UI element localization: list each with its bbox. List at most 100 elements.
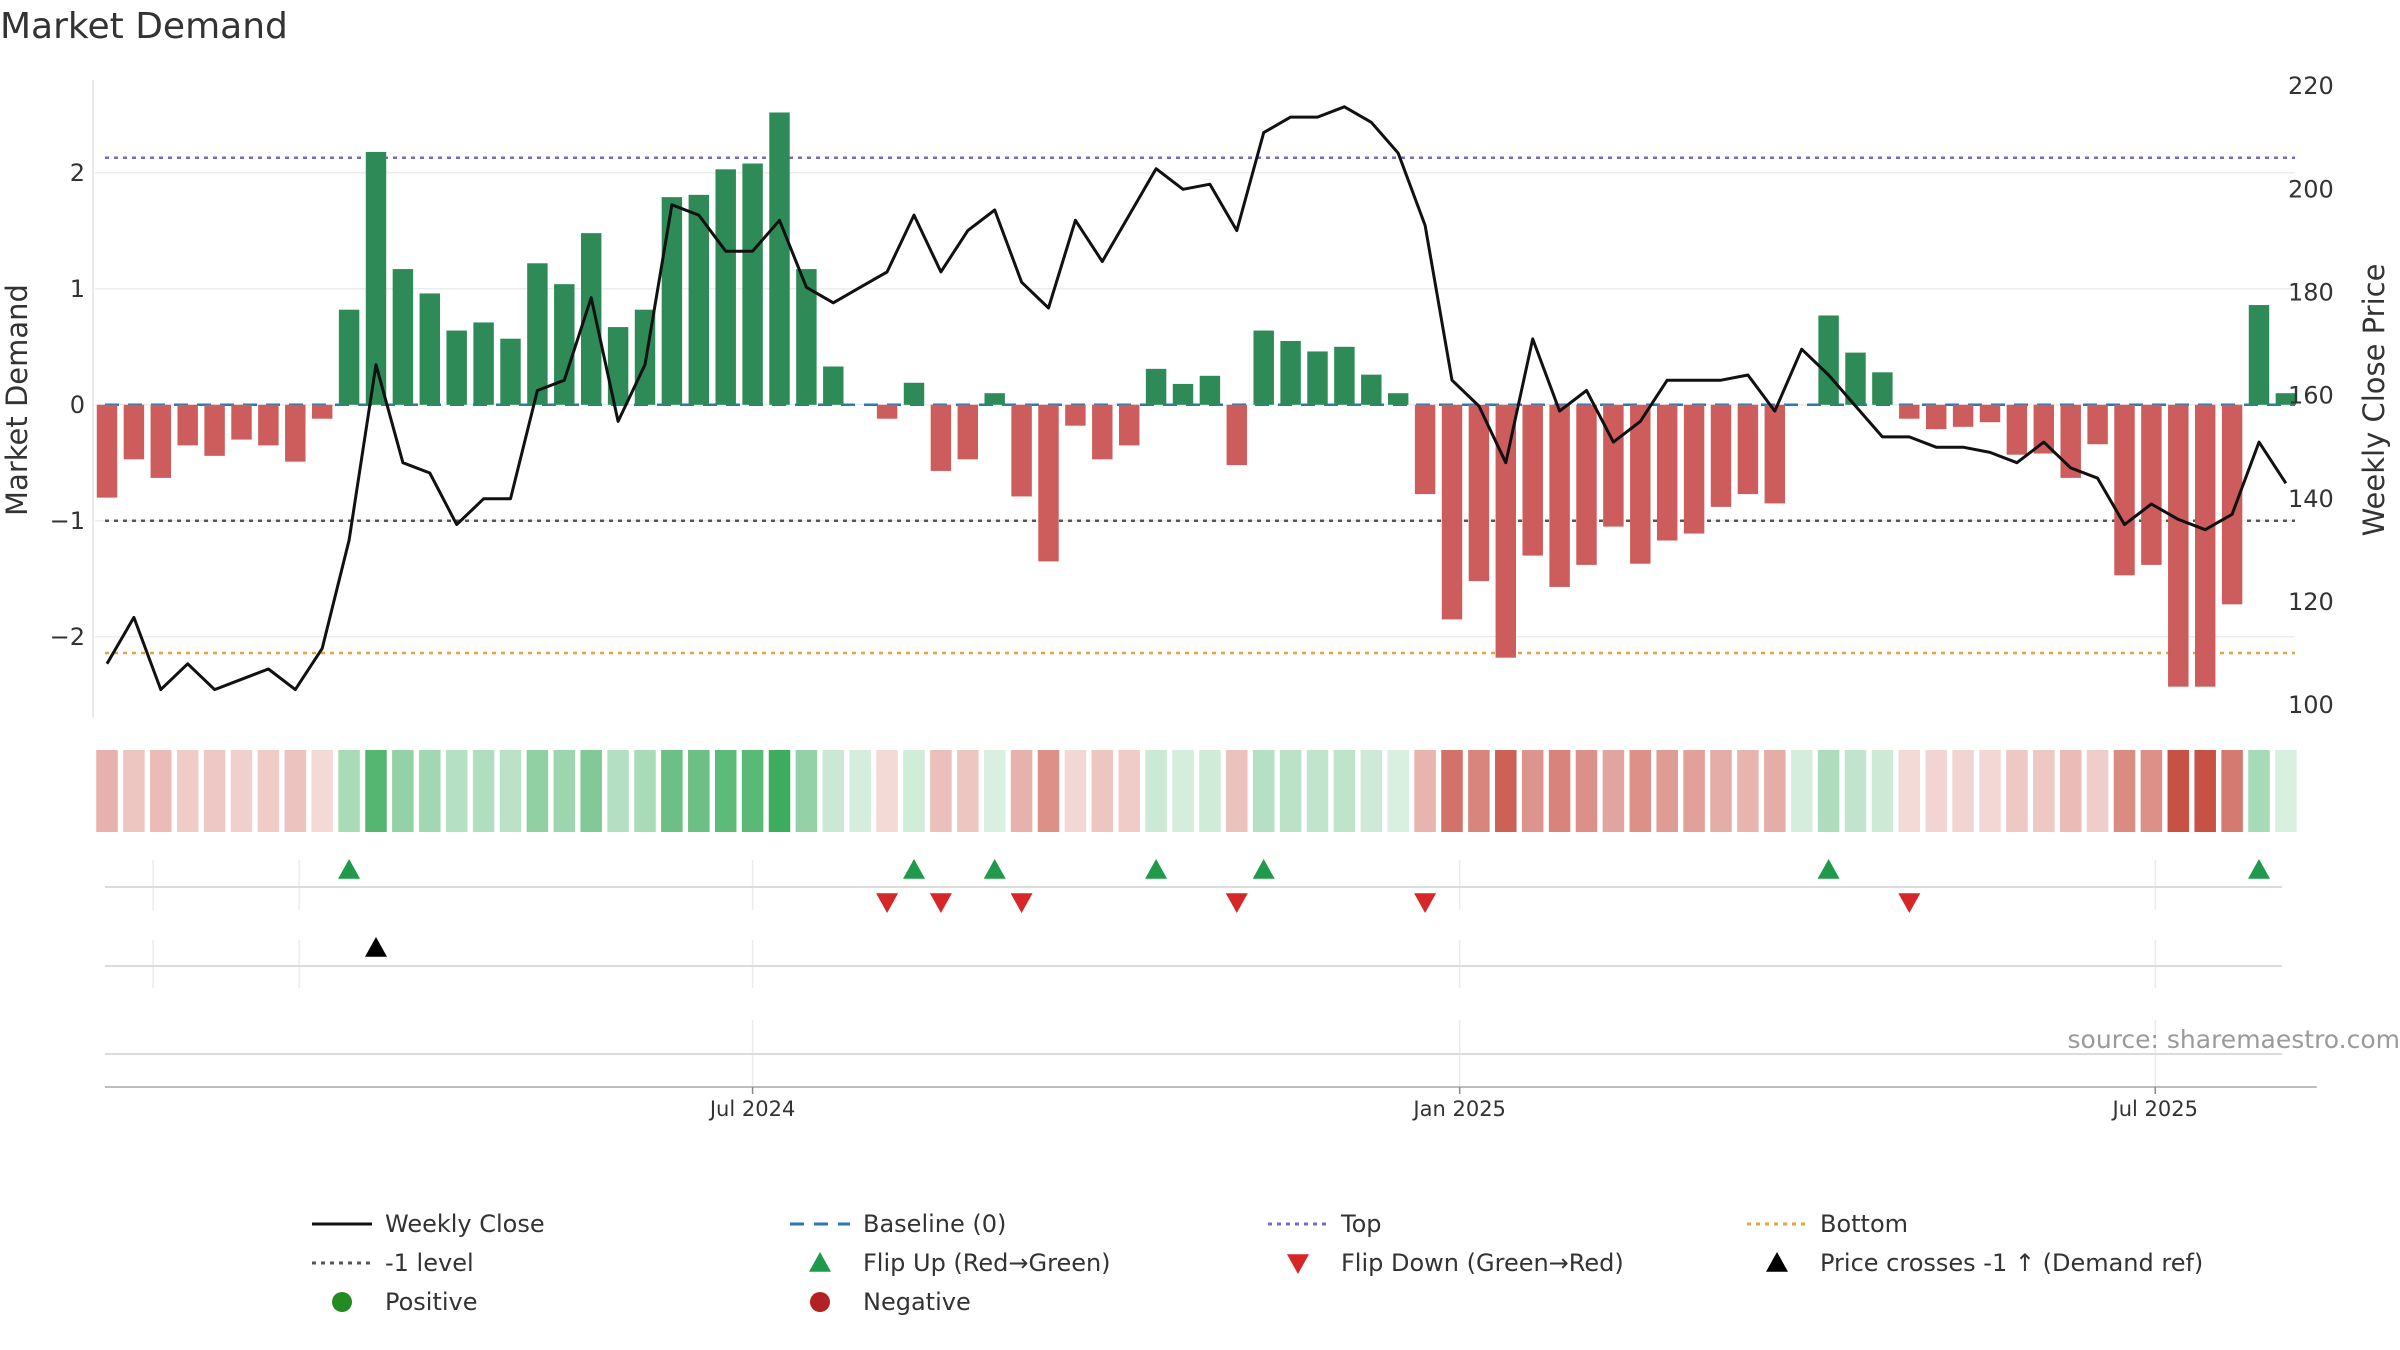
legend-swatch-triangle bbox=[1287, 1254, 1309, 1274]
flip-down-marker bbox=[1010, 893, 1033, 913]
demand-bar-positive bbox=[823, 366, 844, 405]
demand-bar-positive bbox=[1818, 315, 1839, 405]
demand-bar-negative bbox=[1576, 404, 1597, 565]
demand-bar-positive bbox=[1387, 393, 1409, 405]
heat-cell-negative bbox=[1414, 750, 1436, 832]
heat-cell-positive bbox=[1817, 750, 1840, 832]
heat-cell-positive bbox=[688, 750, 710, 832]
flip-down-marker bbox=[1898, 893, 1921, 913]
heat-cell-negative bbox=[2113, 750, 2136, 832]
demand-bar-negative bbox=[1603, 404, 1624, 527]
demand-bar-negative bbox=[1764, 404, 1786, 504]
demand-bar-positive bbox=[984, 393, 1005, 405]
demand-bar-negative bbox=[1683, 404, 1705, 534]
legend-label: Baseline (0) bbox=[863, 1210, 1006, 1238]
axes: 2 1 0 −1 −2 220 200 180 160 140 120 100 bbox=[50, 72, 2334, 719]
demand-bar-negative bbox=[2168, 404, 2189, 687]
legend-item: Weekly Close bbox=[312, 1210, 545, 1238]
demand-bar-negative bbox=[2006, 404, 2028, 455]
heat-cell-negative bbox=[1629, 750, 1652, 832]
demand-bar-negative bbox=[1522, 404, 1543, 556]
legend-item: Positive bbox=[332, 1288, 478, 1316]
heat-cell-positive bbox=[1172, 750, 1194, 832]
legend-label: Top bbox=[1340, 1210, 1382, 1238]
legend-item: Baseline (0) bbox=[790, 1210, 1006, 1238]
y2-tick-label: 160 bbox=[2288, 382, 2334, 410]
legend-item: Price crosses -1 ↑ (Demand ref) bbox=[1766, 1249, 2203, 1277]
heat-cell-negative bbox=[1495, 750, 1517, 832]
heat-cell-positive bbox=[2248, 750, 2270, 832]
demand-bar-negative bbox=[1656, 404, 1678, 541]
x-tick-label: Jan 2025 bbox=[1411, 1097, 1506, 1121]
demand-bar-positive bbox=[2275, 393, 2297, 405]
weekly-close-line bbox=[105, 105, 2288, 692]
flip-markers-panel bbox=[105, 859, 2282, 913]
y2-tick-label: 120 bbox=[2288, 588, 2334, 616]
heat-cell-negative bbox=[2221, 750, 2243, 832]
heat-cell-positive bbox=[1387, 750, 1409, 832]
demand-bar-negative bbox=[1226, 404, 1248, 466]
price-cross-marker bbox=[365, 937, 387, 957]
demand-bar-negative bbox=[2114, 404, 2135, 576]
demand-bar-negative bbox=[1710, 404, 1732, 507]
y-tick-label: 0 bbox=[70, 391, 85, 419]
heat-cell-negative bbox=[1898, 750, 1921, 832]
demand-bar-positive bbox=[607, 327, 629, 405]
heat-cell-negative bbox=[1979, 750, 2001, 832]
legend-swatch-dot bbox=[332, 1292, 352, 1312]
heat-cell-negative bbox=[1091, 750, 1114, 832]
demand-bar-positive bbox=[365, 151, 387, 405]
demand-bar-positive bbox=[1872, 372, 1893, 405]
heat-cell-negative bbox=[284, 750, 307, 832]
demand-bar-negative bbox=[2060, 404, 2081, 478]
demand-bar-positive bbox=[796, 269, 817, 405]
demand-bar-negative bbox=[1737, 404, 1759, 495]
heat-cell-negative bbox=[1548, 750, 1571, 832]
heat-cell-negative bbox=[1683, 750, 1705, 832]
legend-swatch-dot bbox=[810, 1292, 830, 1312]
heat-cell-negative bbox=[1575, 750, 1598, 832]
heat-cell-positive bbox=[419, 750, 441, 832]
heat-cell-positive bbox=[1199, 750, 1221, 832]
demand-bar-positive bbox=[1845, 352, 1866, 405]
legend-label: -1 level bbox=[385, 1249, 474, 1277]
heat-cell-positive bbox=[392, 750, 414, 832]
heat-cell-positive bbox=[714, 750, 737, 832]
flip-down-marker bbox=[876, 893, 899, 913]
heat-cell-negative bbox=[1737, 750, 1759, 832]
heat-cell-negative bbox=[1764, 750, 1786, 832]
legend-label: Positive bbox=[385, 1288, 478, 1316]
heat-cell-positive bbox=[903, 750, 925, 832]
legend-label: Weekly Close bbox=[385, 1210, 545, 1238]
y-tick-label: 1 bbox=[70, 275, 85, 303]
heat-cell-negative bbox=[1010, 750, 1033, 832]
demand-bar-negative bbox=[1549, 404, 1570, 587]
demand-bar-negative bbox=[150, 404, 172, 478]
flip-up-marker bbox=[338, 859, 361, 879]
heat-cell-positive bbox=[2275, 750, 2297, 832]
y2-tick-label: 180 bbox=[2288, 278, 2334, 306]
demand-bar-positive bbox=[392, 269, 414, 405]
heat-cell-negative bbox=[2140, 750, 2163, 832]
demand-bar-positive bbox=[580, 233, 602, 405]
demand-bar-negative bbox=[1468, 404, 1490, 582]
source-credit: source: sharemaestro.com bbox=[2068, 1025, 2400, 1054]
demand-bar-negative bbox=[930, 404, 952, 471]
demand-bar-positive bbox=[338, 309, 360, 405]
demand-bar-positive bbox=[661, 197, 683, 405]
demand-bar-negative bbox=[1011, 404, 1032, 497]
heat-cell-negative bbox=[957, 750, 979, 832]
heat-cell-negative bbox=[150, 750, 172, 832]
demand-bar-positive bbox=[1172, 383, 1194, 405]
heat-cell-positive bbox=[499, 750, 522, 832]
demand-bar-positive bbox=[419, 293, 441, 405]
heat-cell-negative bbox=[1226, 750, 1248, 832]
demand-bar-positive bbox=[1334, 346, 1355, 405]
heat-cell-negative bbox=[1952, 750, 1974, 832]
demand-bar-positive bbox=[1145, 368, 1167, 405]
heat-cell-positive bbox=[983, 750, 1006, 832]
demand-bar-negative bbox=[1925, 404, 1947, 430]
flip-up-marker bbox=[1145, 859, 1168, 879]
heat-cell-negative bbox=[1521, 750, 1544, 832]
heat-cell-negative bbox=[1118, 750, 1140, 832]
